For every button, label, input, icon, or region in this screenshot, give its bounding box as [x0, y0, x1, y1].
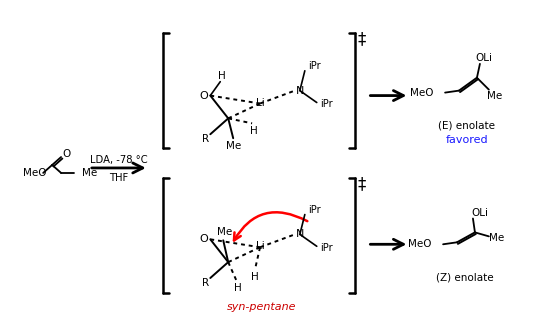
Text: iPr: iPr — [308, 61, 321, 71]
Text: Li: Li — [255, 98, 265, 108]
Text: H: H — [250, 126, 258, 136]
Text: R: R — [202, 278, 209, 288]
Text: Me: Me — [487, 91, 502, 100]
Text: MeO: MeO — [23, 168, 47, 178]
Text: O: O — [62, 149, 70, 159]
Text: H: H — [234, 283, 242, 293]
Text: (Z) enolate: (Z) enolate — [436, 272, 494, 282]
FancyArrowPatch shape — [234, 212, 307, 240]
Text: iPr: iPr — [320, 99, 333, 110]
Text: Me: Me — [226, 141, 241, 151]
Text: THF: THF — [109, 173, 129, 183]
Text: Me: Me — [217, 227, 232, 237]
Text: Li: Li — [255, 241, 265, 251]
Text: N: N — [296, 86, 304, 96]
Text: OLi: OLi — [471, 208, 488, 217]
Text: R: R — [202, 134, 209, 144]
Text: iPr: iPr — [320, 243, 333, 253]
Text: Me: Me — [82, 168, 97, 178]
Text: favored: favored — [446, 135, 488, 145]
Text: Me: Me — [489, 233, 504, 243]
Text: iPr: iPr — [308, 204, 321, 214]
Text: N: N — [296, 229, 304, 239]
Text: LDA, -78 °C: LDA, -78 °C — [90, 155, 147, 165]
Text: O: O — [199, 234, 208, 244]
Text: H: H — [251, 272, 259, 282]
Text: MeO: MeO — [410, 87, 433, 98]
Text: ‡: ‡ — [357, 175, 366, 193]
Text: MeO: MeO — [408, 239, 431, 249]
Text: (E) enolate: (E) enolate — [438, 120, 496, 130]
Text: H: H — [218, 71, 226, 81]
Text: OLi: OLi — [475, 53, 492, 63]
Text: syn-pentane: syn-pentane — [227, 302, 297, 312]
Text: O: O — [199, 91, 208, 100]
Text: ‡: ‡ — [357, 30, 366, 48]
